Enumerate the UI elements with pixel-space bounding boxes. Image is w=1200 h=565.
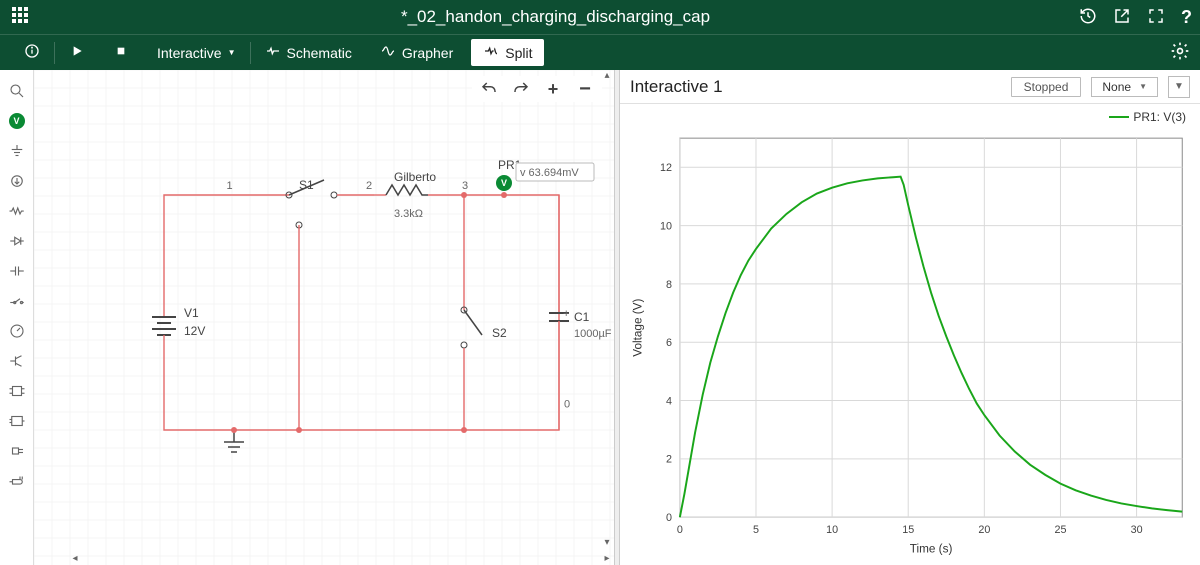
- svg-text:8: 8: [666, 279, 672, 291]
- schematic-canvas[interactable]: V112V1S12Gilberto3.3kΩ3S2VPR1v 63.694mV+…: [34, 70, 614, 565]
- plot-canvas[interactable]: 0 5 10 15 20 25 30 0 2 4 6 8 10 12 Time (s) Voltage (V): [626, 108, 1194, 561]
- series-select[interactable]: None: [1091, 77, 1158, 97]
- document-title: *_02_handon_charging_discharging_cap: [32, 7, 1079, 27]
- search-icon[interactable]: [4, 80, 30, 102]
- svg-text:4: 4: [666, 395, 672, 407]
- play-button[interactable]: [55, 35, 99, 70]
- svg-text:12V: 12V: [184, 324, 205, 338]
- svg-text:10: 10: [826, 524, 838, 536]
- legend: PR1: V(3): [1109, 110, 1186, 124]
- svg-text:12: 12: [660, 162, 672, 174]
- tab-split[interactable]: Split: [471, 39, 544, 66]
- svg-text:Voltage (V): Voltage (V): [632, 298, 645, 356]
- connector-icon[interactable]: [4, 440, 30, 462]
- voltage-probe-icon[interactable]: V: [4, 110, 30, 132]
- scroll-right-icon[interactable]: ▸: [600, 553, 614, 564]
- diode-icon[interactable]: [4, 230, 30, 252]
- svg-text:3.3kΩ: 3.3kΩ: [394, 208, 423, 220]
- svg-text:v 63.694mV: v 63.694mV: [520, 167, 579, 179]
- simulation-status-badge: Stopped: [1011, 77, 1082, 97]
- svg-text:1000µF: 1000µF: [574, 328, 612, 340]
- switch-icon[interactable]: [4, 290, 30, 312]
- component-palette: V: [0, 70, 34, 565]
- svg-text:30: 30: [1131, 524, 1143, 536]
- zoom-in-button[interactable]: +: [542, 78, 564, 100]
- fullscreen-icon[interactable]: [1147, 7, 1165, 28]
- transistor-icon[interactable]: [4, 350, 30, 372]
- svg-text:1: 1: [227, 180, 233, 192]
- info-button[interactable]: [10, 35, 54, 70]
- svg-text:6: 6: [666, 337, 672, 349]
- redo-button[interactable]: [510, 78, 532, 100]
- stop-button[interactable]: [99, 35, 143, 70]
- svg-text:0: 0: [677, 524, 683, 536]
- svg-text:V: V: [501, 178, 507, 188]
- svg-text:25: 25: [1054, 524, 1066, 536]
- schematic-toolbar: + −: [472, 76, 602, 102]
- svg-text:20: 20: [978, 524, 990, 536]
- ic-icon[interactable]: [4, 380, 30, 402]
- history-icon[interactable]: [1079, 7, 1097, 28]
- svg-text:+: +: [563, 308, 569, 320]
- svg-text:C1: C1: [574, 310, 590, 324]
- open-external-icon[interactable]: [1113, 7, 1131, 28]
- svg-text:2: 2: [666, 454, 672, 466]
- legend-line-icon: [1109, 116, 1129, 118]
- current-source-icon[interactable]: [4, 170, 30, 192]
- simulation-mode-dropdown[interactable]: Interactive ▼: [143, 35, 250, 70]
- svg-text:2: 2: [366, 180, 372, 192]
- zoom-out-button[interactable]: −: [574, 78, 596, 100]
- tab-grapher[interactable]: Grapher: [366, 35, 467, 70]
- svg-text:0: 0: [564, 399, 570, 411]
- resistor-icon[interactable]: [4, 200, 30, 222]
- plug-icon[interactable]: [4, 470, 30, 492]
- svg-text:15: 15: [902, 524, 914, 536]
- svg-text:S1: S1: [299, 178, 314, 192]
- undo-button[interactable]: [478, 78, 500, 100]
- opamp-icon[interactable]: [4, 410, 30, 432]
- scroll-left-icon[interactable]: ◂: [68, 553, 82, 564]
- svg-text:V1: V1: [184, 306, 199, 320]
- svg-text:Time (s): Time (s): [910, 542, 953, 555]
- grapher-pane: Interactive 1 Stopped None ▼ PR1: V(3) 0…: [620, 70, 1200, 565]
- meter-icon[interactable]: [4, 320, 30, 342]
- apps-menu-icon[interactable]: [12, 7, 32, 27]
- svg-text:Gilberto: Gilberto: [394, 170, 436, 184]
- svg-text:3: 3: [462, 180, 468, 192]
- tab-schematic[interactable]: Schematic: [251, 35, 366, 70]
- grapher-title: Interactive 1: [630, 77, 723, 97]
- simulation-mode-label: Interactive: [157, 45, 222, 61]
- series-chevron[interactable]: ▼: [1168, 76, 1190, 98]
- legend-label: PR1: V(3): [1133, 110, 1186, 124]
- capacitor-icon[interactable]: [4, 260, 30, 282]
- svg-text:S2: S2: [492, 326, 507, 340]
- svg-text:10: 10: [660, 221, 672, 233]
- svg-text:5: 5: [753, 524, 759, 536]
- settings-button[interactable]: [1170, 41, 1190, 64]
- svg-text:0: 0: [666, 512, 672, 524]
- ground-icon[interactable]: [4, 140, 30, 162]
- schematic-pane[interactable]: + − ▴▾ V112V1S12Gilberto3.3kΩ3S2VPR1v 63…: [34, 70, 614, 565]
- help-icon[interactable]: ?: [1181, 7, 1192, 28]
